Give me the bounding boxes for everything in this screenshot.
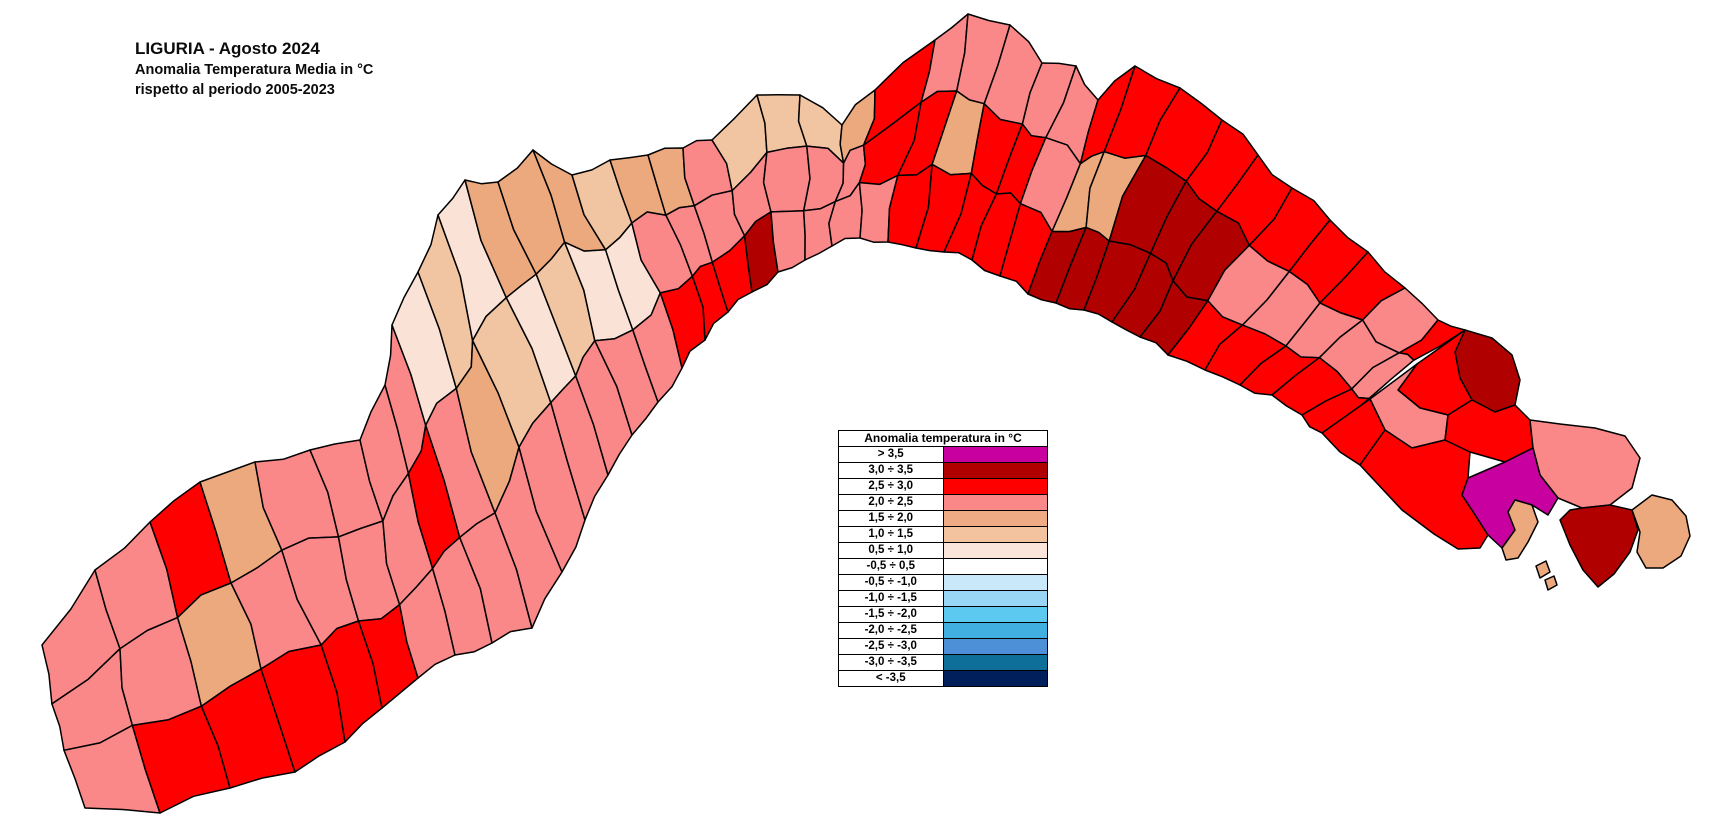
map-subtitle: Anomalia Temperatura Media in °C <box>135 62 374 78</box>
legend-label: > 3,5 <box>838 446 944 463</box>
municipality-cell <box>1501 499 1539 561</box>
map-title-block: LIGURIA - Agosto 2024 Anomalia Temperatu… <box>135 38 373 100</box>
legend-label: 1,0 ÷ 1,5 <box>838 526 944 543</box>
legend-color-swatch <box>942 462 1048 479</box>
municipality-cell <box>1631 494 1691 569</box>
legend-row: 2,5 ÷ 3,0 <box>838 478 1048 495</box>
legend-color-swatch <box>942 638 1048 655</box>
legend-row: 1,5 ÷ 2,0 <box>838 510 1048 527</box>
legend-color-swatch <box>942 542 1048 559</box>
legend-label: 0,5 ÷ 1,0 <box>838 542 944 559</box>
legend-header-row: Anomalia temperatura in °C <box>838 430 1048 447</box>
legend-label: -1,5 ÷ -2,0 <box>838 606 944 623</box>
legend-row: 0,5 ÷ 1,0 <box>838 542 1048 559</box>
legend-color-swatch <box>942 590 1048 607</box>
municipality-cell <box>762 145 811 213</box>
legend-color-swatch <box>942 670 1048 687</box>
legend-row: -3,0 ÷ -3,5 <box>838 654 1048 671</box>
map-title: LIGURIA - Agosto 2024 <box>135 39 320 58</box>
legend-label: 2,5 ÷ 3,0 <box>838 478 944 495</box>
legend-color-swatch <box>942 478 1048 495</box>
legend-row: > 3,5 <box>838 446 1048 463</box>
municipality-cell <box>1559 504 1639 588</box>
legend-color-swatch <box>942 494 1048 511</box>
legend-row: < -3,5 <box>838 670 1048 687</box>
legend-row: -2,0 ÷ -2,5 <box>838 622 1048 639</box>
legend-label: -0,5 ÷ 0,5 <box>838 558 944 575</box>
legend-row: -1,0 ÷ -1,5 <box>838 590 1048 607</box>
legend-color-swatch <box>942 446 1048 463</box>
legend-label: 1,5 ÷ 2,0 <box>838 510 944 527</box>
legend-color-swatch <box>942 558 1048 575</box>
legend-row: 3,0 ÷ 3,5 <box>838 462 1048 479</box>
legend-label: -0,5 ÷ -1,0 <box>838 574 944 591</box>
legend-label: -3,0 ÷ -3,5 <box>838 654 944 671</box>
legend-label: -1,0 ÷ -1,5 <box>838 590 944 607</box>
municipality-cell <box>1444 399 1534 463</box>
legend-label: 3,0 ÷ 3,5 <box>838 462 944 479</box>
legend-label: -2,5 ÷ -3,0 <box>838 638 944 655</box>
legend-row: -0,5 ÷ -1,0 <box>838 574 1048 591</box>
legend-color-swatch <box>942 574 1048 591</box>
legend-row: 2,0 ÷ 2,5 <box>838 494 1048 511</box>
legend-color-swatch <box>942 510 1048 527</box>
legend-color-swatch <box>942 606 1048 623</box>
legend-label: < -3,5 <box>838 670 944 687</box>
legend-label: 2,0 ÷ 2,5 <box>838 494 944 511</box>
legend-row: 1,0 ÷ 1,5 <box>838 526 1048 543</box>
municipality-cell <box>770 209 806 273</box>
municipality-cell <box>1535 560 1551 579</box>
legend-label: -2,0 ÷ -2,5 <box>838 622 944 639</box>
legend-color-swatch <box>942 654 1048 671</box>
municipality-cell <box>1544 575 1558 591</box>
legend-header: Anomalia temperatura in °C <box>838 430 1048 447</box>
legend-color-swatch <box>942 622 1048 639</box>
legend-row: -0,5 ÷ 0,5 <box>838 558 1048 575</box>
legend-table: Anomalia temperatura in °C > 3,5 3,0 ÷ 3,… <box>838 430 1048 687</box>
legend-color-swatch <box>942 526 1048 543</box>
legend-row: -1,5 ÷ -2,0 <box>838 606 1048 623</box>
map-reference-period: rispetto al periodo 2005-2023 <box>135 82 335 98</box>
legend-row: -2,5 ÷ -3,0 <box>838 638 1048 655</box>
